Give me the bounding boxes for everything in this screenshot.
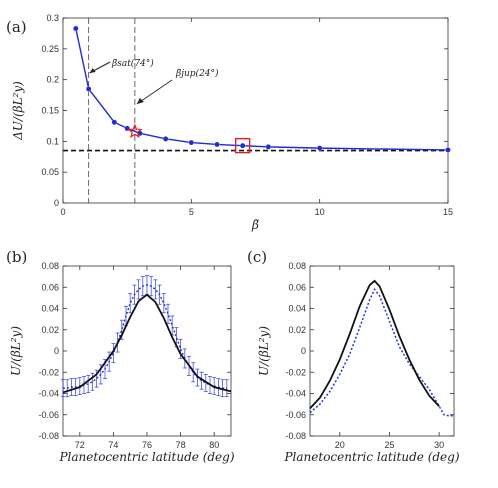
2-ytick-label: -0.02 bbox=[285, 367, 306, 377]
y-axis-label: ΔU/(βL²y) bbox=[11, 81, 25, 141]
series-line bbox=[75, 28, 449, 151]
2-xtick-label: 20 bbox=[335, 440, 345, 450]
annotation-arrowhead-jup bbox=[136, 98, 144, 104]
1-ytick-label: -0.06 bbox=[38, 410, 59, 420]
0-ytick-label: 0.2 bbox=[46, 75, 59, 85]
data-point bbox=[445, 147, 451, 153]
annotation-arrowhead-sat bbox=[89, 68, 96, 73]
2-ytick-label: -0.08 bbox=[285, 431, 306, 441]
data-point bbox=[111, 119, 118, 125]
1-ytick-label: 0 bbox=[54, 346, 59, 356]
0-xtick-label: 5 bbox=[189, 207, 194, 217]
1-ytick-label: 0.06 bbox=[41, 282, 59, 292]
1-xtick-label: 72 bbox=[75, 440, 85, 450]
x-axis-label: Planetocentric latitude (deg) bbox=[58, 450, 234, 464]
x-axis-label: β̃ bbox=[251, 218, 259, 232]
2-ytick-label: 0.04 bbox=[288, 304, 306, 314]
1-ytick-label: 0.08 bbox=[41, 261, 59, 271]
data-point bbox=[239, 142, 246, 149]
1-xtick-label: 80 bbox=[209, 440, 219, 450]
annotation-sat-label: β̃sat(74°) bbox=[111, 58, 154, 69]
1-ytick-label: 0.02 bbox=[41, 325, 59, 335]
annotation-jup-label: β̃jup(24°) bbox=[175, 68, 219, 79]
y-axis-label: U/(βL²y) bbox=[9, 326, 23, 376]
1-ytick-label: -0.04 bbox=[38, 389, 59, 399]
star-marker bbox=[127, 123, 143, 139]
1-ytick-label: -0.08 bbox=[38, 431, 59, 441]
chart-c: 20 25 30 -0.08 -0.06 -0.04 -0.02 0 0.02 0.04 0.06 0… bbox=[257, 261, 460, 464]
1-ytick-label: -0.02 bbox=[38, 367, 59, 377]
data-point bbox=[73, 25, 79, 32]
2-xtick-label: 25 bbox=[384, 440, 394, 450]
panel-c-label: (c) bbox=[247, 248, 267, 266]
2-xtick-label: 30 bbox=[434, 440, 444, 450]
chart-b: 72 74 76 78 80 -0.08 -0.06 -0.04 -0.02 0 0.02 0.04 0… bbox=[9, 261, 235, 464]
model-series-line bbox=[309, 279, 440, 409]
2-ytick-label: -0.04 bbox=[285, 389, 306, 399]
0-ytick-label: 0.25 bbox=[41, 44, 59, 54]
2-ytick-label: -0.06 bbox=[285, 410, 306, 420]
y-axis-label: U/(βL²y) bbox=[257, 326, 271, 376]
observed-series-line bbox=[63, 284, 227, 389]
1-ytick-label: 0.04 bbox=[41, 304, 59, 314]
x-axis-label: Planetocentric latitude (deg) bbox=[283, 450, 459, 464]
square-marker bbox=[234, 137, 251, 154]
0-xtick-label: 15 bbox=[443, 207, 453, 217]
1-xtick-label: 78 bbox=[176, 440, 186, 450]
observed-series-line bbox=[309, 287, 454, 417]
data-point bbox=[162, 136, 169, 142]
0-ytick-label: 0.1 bbox=[46, 136, 59, 146]
annotation-arrow-jup bbox=[136, 79, 173, 105]
1-xtick-label: 74 bbox=[108, 440, 118, 450]
2-ytick-label: 0.02 bbox=[288, 325, 306, 335]
data-point bbox=[188, 139, 195, 146]
0-ytick-label: 0.3 bbox=[46, 13, 59, 23]
model-series-line bbox=[62, 293, 232, 394]
chart-a: 0 5 10 15 0 0.05 0.1 0.15 0.2 0.25 0.3 β̃sat(74°) β̃… bbox=[11, 13, 453, 232]
2-ytick-label: 0.08 bbox=[288, 261, 306, 271]
0-ytick-label: 0.15 bbox=[41, 106, 59, 116]
0-xtick-label: 0 bbox=[60, 207, 65, 217]
2-ytick-label: 0.06 bbox=[288, 282, 306, 292]
1-xtick-label: 76 bbox=[142, 440, 152, 450]
0-xtick-label: 10 bbox=[315, 207, 325, 217]
0-axes-box bbox=[62, 17, 449, 204]
0-ytick-label: 0 bbox=[54, 198, 59, 208]
data-point bbox=[85, 86, 92, 92]
panel-b-label: (b) bbox=[6, 248, 27, 266]
data-point bbox=[214, 141, 220, 148]
panel-a-label: (a) bbox=[6, 18, 27, 36]
2-ytick-label: 0 bbox=[301, 346, 306, 356]
data-point bbox=[265, 144, 272, 150]
data-point bbox=[316, 145, 323, 151]
0-ytick-label: 0.05 bbox=[41, 167, 59, 177]
